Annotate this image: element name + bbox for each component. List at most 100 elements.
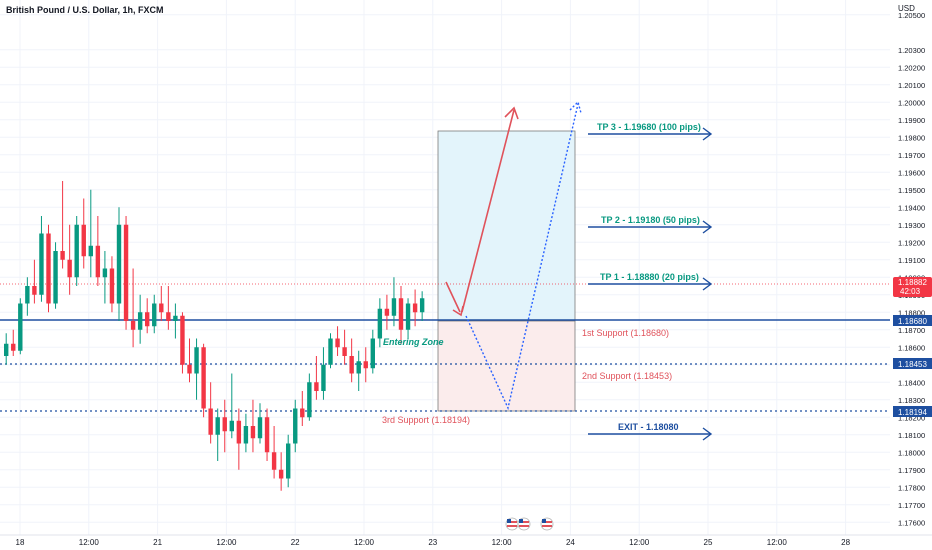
candle-body <box>46 233 51 304</box>
candle-body <box>39 233 44 295</box>
time-tick-label: 12:00 <box>354 538 375 547</box>
candle-body <box>271 452 277 470</box>
candle-body <box>264 417 270 453</box>
candle-body <box>123 224 129 321</box>
current-price-value: 1.18882 <box>898 278 927 287</box>
time-tick-label: 28 <box>841 538 850 547</box>
price-tick-label: 1.20000 <box>898 98 925 107</box>
exit-label[interactable]: EXIT - 1.18080 <box>618 422 679 432</box>
tp2-label[interactable]: TP 2 - 1.19180 (50 pips) <box>601 215 700 225</box>
candle-body <box>11 343 16 351</box>
candle-body <box>412 303 418 313</box>
currency-label: USD <box>898 4 915 13</box>
symbol-title: British Pound / U.S. Dollar, 1h, FXCM <box>6 5 164 15</box>
price-tick-label: 1.19500 <box>898 186 925 195</box>
price-tick-label: 1.20500 <box>898 11 925 20</box>
candle-body <box>53 251 58 304</box>
price-tick-label: 1.17700 <box>898 501 925 510</box>
tp3-label[interactable]: TP 3 - 1.19680 (100 pips) <box>597 122 701 132</box>
candle-body <box>194 347 199 374</box>
red-short-arrow <box>445 281 461 313</box>
price-tick-label: 1.18400 <box>898 378 925 387</box>
us-flag-icon <box>505 517 519 531</box>
price-tick-label: 1.18000 <box>898 448 925 457</box>
red-up-arrowhead <box>504 106 519 120</box>
candle-body <box>405 303 411 330</box>
countdown-value: 42:03 <box>900 287 921 296</box>
candle-body <box>391 298 397 316</box>
price-tick-label: 1.20100 <box>898 81 925 90</box>
candle-body <box>166 312 171 321</box>
time-tick-label: 24 <box>566 538 575 547</box>
support-3-label[interactable]: 3rd Support (1.18194) <box>382 415 470 425</box>
candle-body <box>201 347 206 409</box>
time-tick-label: 18 <box>16 538 25 547</box>
price-tick-label: 1.19300 <box>898 221 925 230</box>
entering-zone-label[interactable]: Entering Zone <box>383 337 444 347</box>
candle-body <box>215 417 220 435</box>
level-badge-1: 1.18680 <box>893 315 932 326</box>
candle-body <box>25 286 30 304</box>
candle-body <box>95 245 101 278</box>
time-tick-label: 12:00 <box>629 538 650 547</box>
price-tick-label: 1.18600 <box>898 343 925 352</box>
candle-body <box>88 245 93 257</box>
price-tick-label: 1.18700 <box>898 326 925 335</box>
svg-text:1.18453: 1.18453 <box>898 360 927 369</box>
price-tick-label: 1.18100 <box>898 431 925 440</box>
time-tick-label: 12:00 <box>79 538 100 547</box>
blue-dotted-arrowhead <box>569 100 582 114</box>
candle-body <box>145 312 150 327</box>
candle-body <box>314 382 319 391</box>
support-2-label[interactable]: 2nd Support (1.18453) <box>582 371 672 381</box>
price-tick-label: 1.19800 <box>898 133 925 142</box>
candle-body <box>293 408 298 444</box>
svg-text:1.18194: 1.18194 <box>898 408 927 417</box>
price-tick-label: 1.20300 <box>898 46 925 55</box>
red-up-arrow <box>461 109 515 313</box>
economic-event-flags[interactable] <box>505 517 554 531</box>
projection-arrows <box>445 100 582 411</box>
us-flag-icon <box>517 517 531 531</box>
price-tick-label: 1.19900 <box>898 116 925 125</box>
candle-body <box>137 312 143 330</box>
loss-zone[interactable] <box>437 320 576 412</box>
price-tick-label: 1.18200 <box>898 413 925 422</box>
candle-body <box>116 224 122 304</box>
candle-body <box>278 469 284 479</box>
tp1-label[interactable]: TP 1 - 1.18880 (20 pips) <box>600 272 699 282</box>
candle-body <box>130 321 136 330</box>
time-tick-label: 25 <box>704 538 713 547</box>
candle-body <box>321 364 326 391</box>
candle-body <box>74 224 79 278</box>
candle-body <box>60 251 65 260</box>
candle-body <box>222 417 227 432</box>
price-tick-label: 1.19200 <box>898 238 925 247</box>
time-tick-label: 23 <box>428 538 437 547</box>
candle-body <box>67 259 72 278</box>
support-1-label[interactable]: 1st Support (1.18680) <box>582 328 669 338</box>
price-tick-label: 1.19600 <box>898 168 925 177</box>
candle-body <box>419 298 425 313</box>
price-tick-label: 1.17600 <box>898 518 925 527</box>
candle-body <box>398 298 404 330</box>
candle-body <box>173 315 178 321</box>
price-tick-label: 1.18800 <box>898 308 925 317</box>
time-tick-label: 12:00 <box>492 538 513 547</box>
us-flag-icon <box>540 517 554 531</box>
candle-body <box>208 408 213 435</box>
candle-body <box>384 308 390 316</box>
candle-body <box>328 338 333 365</box>
candle-body <box>236 420 242 444</box>
price-tick-label: 1.20200 <box>898 63 925 72</box>
candle-body <box>356 361 361 374</box>
level-badge-2: 1.18453 <box>893 358 932 369</box>
time-axis[interactable]: 18 12:00 21 12:00 22 12:00 23 12:00 24 12:00 25 12:… <box>16 538 851 547</box>
candle-body <box>377 308 383 339</box>
time-tick-label: 12:00 <box>767 538 788 547</box>
profit-zone[interactable] <box>437 130 576 322</box>
candle-body <box>187 364 192 374</box>
candle-body <box>18 303 23 351</box>
price-tick-label: 1.19100 <box>898 256 925 265</box>
